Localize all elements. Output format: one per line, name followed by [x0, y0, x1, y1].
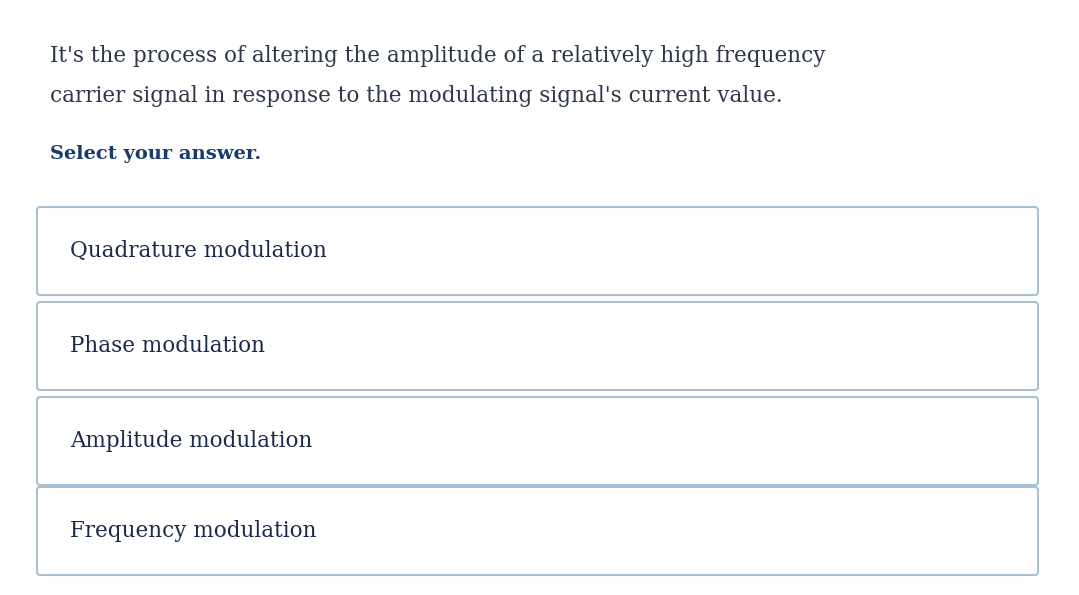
Text: Select your answer.: Select your answer.: [50, 145, 261, 163]
FancyBboxPatch shape: [37, 302, 1038, 390]
FancyBboxPatch shape: [37, 397, 1038, 485]
Text: Quadrature modulation: Quadrature modulation: [70, 240, 327, 262]
Text: It's the process of altering the amplitude of a relatively high frequency: It's the process of altering the amplitu…: [50, 45, 825, 67]
Text: carrier signal in response to the modulating signal's current value.: carrier signal in response to the modula…: [50, 85, 782, 107]
Text: Amplitude modulation: Amplitude modulation: [70, 430, 313, 452]
Text: Frequency modulation: Frequency modulation: [70, 520, 316, 542]
FancyBboxPatch shape: [37, 207, 1038, 295]
Text: Phase modulation: Phase modulation: [70, 335, 265, 357]
FancyBboxPatch shape: [37, 487, 1038, 575]
